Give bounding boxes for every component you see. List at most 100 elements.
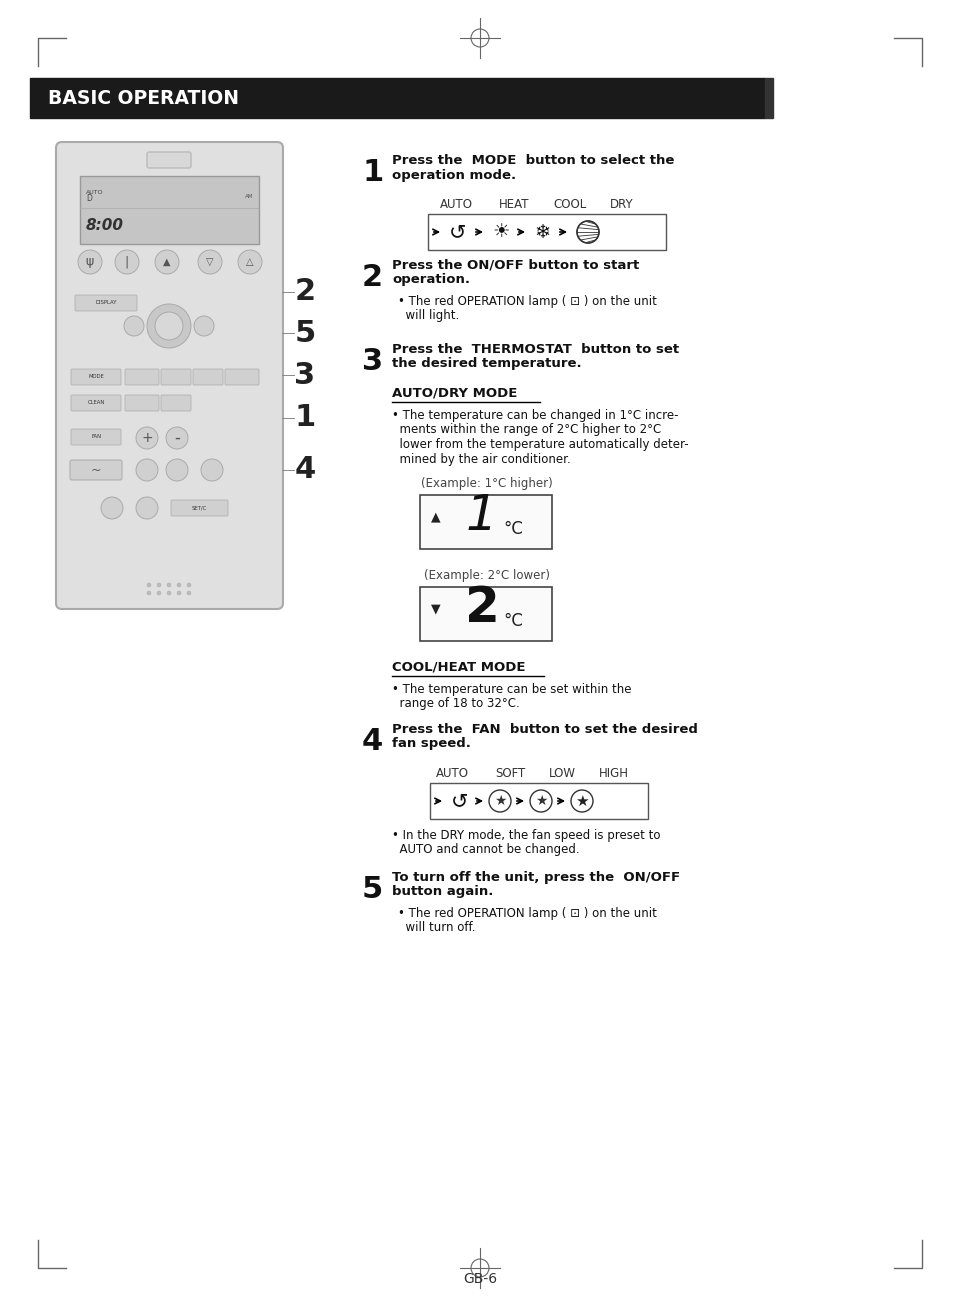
- Bar: [30, 78, 765, 118]
- Circle shape: [167, 582, 171, 586]
- Circle shape: [166, 458, 188, 481]
- Circle shape: [155, 312, 183, 340]
- Circle shape: [101, 498, 123, 518]
- Text: AUTO: AUTO: [86, 189, 104, 195]
- Circle shape: [136, 458, 158, 481]
- Text: • The red OPERATION lamp ( ⊡ ) on the unit: • The red OPERATION lamp ( ⊡ ) on the un…: [398, 906, 657, 919]
- Text: 4: 4: [295, 456, 316, 485]
- Circle shape: [177, 582, 181, 586]
- Text: 1: 1: [295, 404, 316, 432]
- FancyBboxPatch shape: [161, 394, 191, 411]
- Text: ★: ★: [575, 794, 588, 808]
- Circle shape: [157, 592, 161, 596]
- Text: Press the  FAN  button to set the desired: Press the FAN button to set the desired: [392, 724, 698, 737]
- Circle shape: [187, 592, 191, 596]
- Text: 1: 1: [466, 492, 498, 539]
- Text: BASIC OPERATION: BASIC OPERATION: [48, 89, 239, 107]
- Text: AUTO and cannot be changed.: AUTO and cannot be changed.: [392, 842, 580, 855]
- Circle shape: [124, 316, 144, 336]
- Text: fan speed.: fan speed.: [392, 738, 470, 751]
- Bar: [430, 784, 648, 819]
- Text: (Example: 2°C lower): (Example: 2°C lower): [424, 569, 550, 582]
- FancyBboxPatch shape: [125, 370, 159, 385]
- Text: AUTO: AUTO: [436, 767, 468, 780]
- Text: ments within the range of 2°C higher to 2°C: ments within the range of 2°C higher to …: [392, 423, 661, 436]
- Text: °C: °C: [503, 613, 523, 629]
- Text: COOL/HEAT MODE: COOL/HEAT MODE: [392, 661, 525, 674]
- Text: • The temperature can be set within the: • The temperature can be set within the: [392, 683, 632, 696]
- Circle shape: [194, 316, 214, 336]
- Text: MODE: MODE: [88, 375, 104, 380]
- Text: HEAT: HEAT: [499, 199, 529, 212]
- Text: the desired temperature.: the desired temperature.: [392, 358, 582, 371]
- Text: • The temperature can be changed in 1°C incre-: • The temperature can be changed in 1°C …: [392, 409, 679, 422]
- Text: 2: 2: [465, 584, 499, 632]
- Text: ▲: ▲: [163, 257, 171, 266]
- Text: 3: 3: [362, 347, 383, 376]
- Circle shape: [147, 592, 151, 596]
- Text: ~: ~: [91, 464, 101, 477]
- Text: ☀: ☀: [492, 222, 510, 242]
- Text: ↺: ↺: [449, 222, 467, 242]
- Text: 8:00: 8:00: [86, 218, 124, 234]
- Circle shape: [78, 249, 102, 274]
- Text: 3: 3: [295, 360, 316, 389]
- Circle shape: [147, 304, 191, 347]
- Text: ★: ★: [535, 794, 547, 808]
- Bar: [765, 78, 773, 118]
- Text: 5: 5: [362, 875, 383, 904]
- Text: range of 18 to 32°C.: range of 18 to 32°C.: [392, 697, 519, 710]
- Text: SET/C: SET/C: [192, 505, 207, 511]
- Text: will light.: will light.: [398, 310, 459, 323]
- Text: +: +: [141, 431, 153, 445]
- Text: GB-6: GB-6: [463, 1272, 497, 1286]
- Bar: [420, 495, 552, 549]
- Circle shape: [198, 249, 222, 274]
- Text: FAN: FAN: [91, 435, 101, 440]
- Circle shape: [530, 790, 552, 812]
- FancyBboxPatch shape: [125, 394, 159, 411]
- FancyBboxPatch shape: [75, 295, 137, 311]
- Text: • In the DRY mode, the fan speed is preset to: • In the DRY mode, the fan speed is pres…: [392, 829, 660, 842]
- Text: 4: 4: [362, 727, 383, 756]
- Text: °C: °C: [503, 520, 523, 538]
- FancyBboxPatch shape: [56, 142, 283, 609]
- Text: HIGH: HIGH: [599, 767, 629, 780]
- Text: will turn off.: will turn off.: [398, 921, 475, 934]
- Circle shape: [187, 582, 191, 586]
- Text: AM: AM: [245, 195, 253, 199]
- Text: 2: 2: [295, 277, 316, 307]
- Text: COOL: COOL: [553, 199, 587, 212]
- Text: ▲: ▲: [431, 511, 441, 524]
- FancyBboxPatch shape: [193, 370, 223, 385]
- FancyBboxPatch shape: [70, 460, 122, 481]
- Circle shape: [167, 592, 171, 596]
- Text: D: D: [86, 195, 92, 202]
- FancyBboxPatch shape: [171, 500, 228, 516]
- FancyBboxPatch shape: [225, 370, 259, 385]
- Circle shape: [157, 582, 161, 586]
- Bar: [428, 214, 666, 249]
- Text: -: -: [174, 428, 180, 447]
- Circle shape: [115, 249, 139, 274]
- Circle shape: [177, 592, 181, 596]
- Text: Press the ON/OFF button to start: Press the ON/OFF button to start: [392, 259, 639, 272]
- Circle shape: [136, 427, 158, 449]
- Text: ▽: ▽: [206, 257, 214, 266]
- Text: AUTO/DRY MODE: AUTO/DRY MODE: [392, 387, 517, 400]
- Text: AUTO: AUTO: [440, 199, 472, 212]
- Text: operation.: operation.: [392, 273, 470, 286]
- Text: ↺: ↺: [451, 791, 468, 811]
- FancyBboxPatch shape: [71, 428, 121, 445]
- Circle shape: [147, 582, 151, 586]
- Text: • The red OPERATION lamp ( ⊡ ) on the unit: • The red OPERATION lamp ( ⊡ ) on the un…: [398, 295, 657, 308]
- FancyBboxPatch shape: [161, 370, 191, 385]
- Text: 1: 1: [362, 158, 383, 187]
- Text: DISPLAY: DISPLAY: [95, 300, 117, 306]
- Text: ψ: ψ: [85, 256, 94, 269]
- Circle shape: [577, 221, 599, 243]
- Text: ★: ★: [493, 794, 506, 808]
- Text: ❄: ❄: [535, 222, 551, 242]
- Bar: [420, 586, 552, 641]
- Text: |: |: [125, 256, 130, 269]
